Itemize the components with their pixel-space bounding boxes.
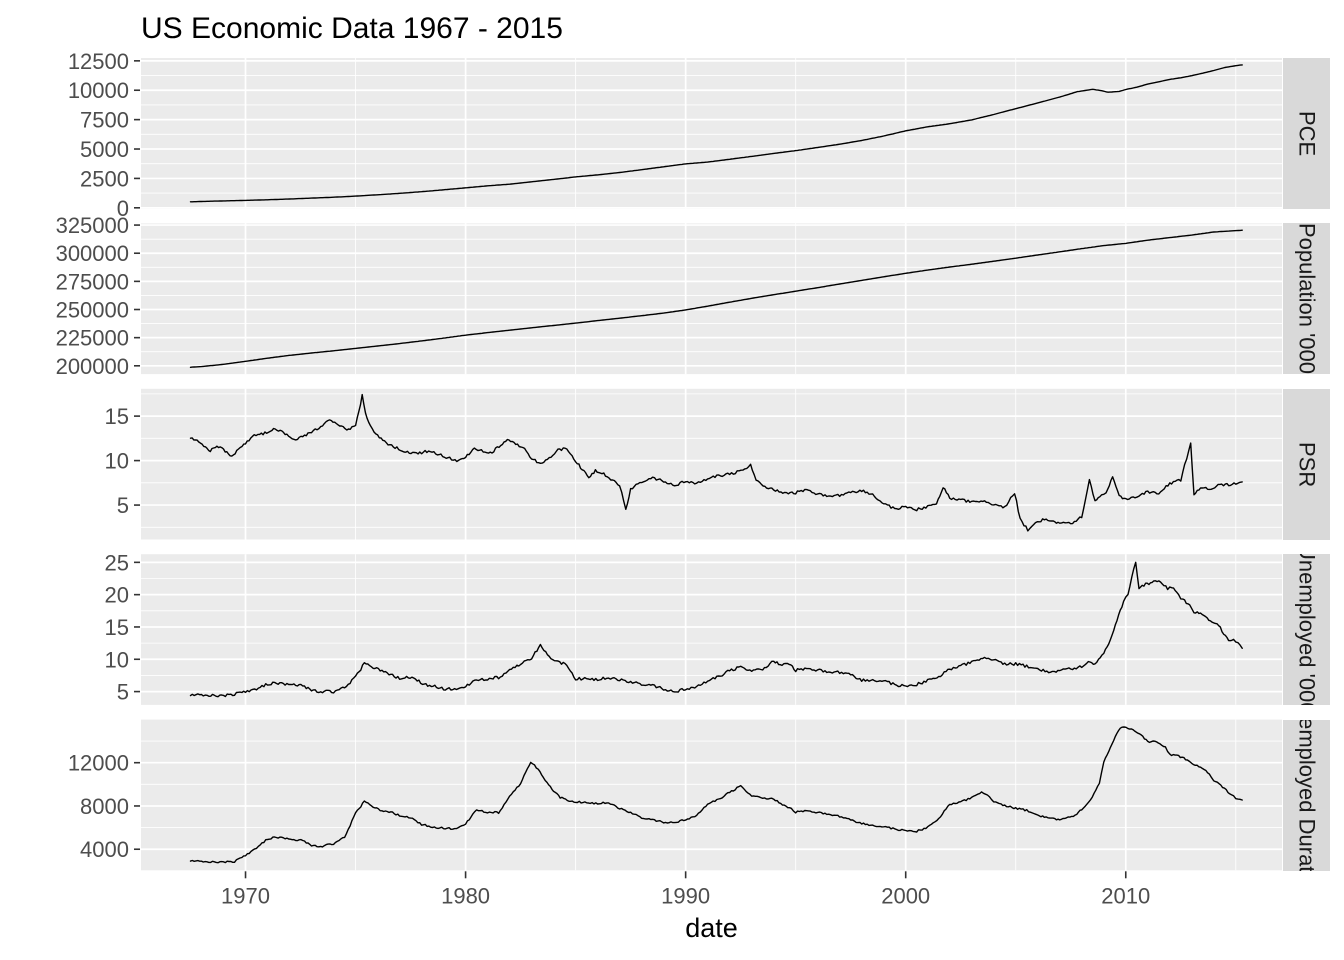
y-tick-label: 20 (105, 583, 129, 608)
y-tick-label: 2500 (80, 166, 129, 191)
x-tick-label: 2010 (1101, 883, 1150, 908)
y-tick-label: 25 (105, 550, 129, 575)
facet-strip-label: Unemployed Duration (1294, 720, 1320, 871)
series-line-1 (189, 229, 1243, 368)
series-line-2 (189, 393, 1243, 532)
y-tick-label: 200000 (56, 354, 129, 379)
panel-bg (141, 388, 1282, 540)
series-line-0 (189, 64, 1243, 203)
y-tick-label: 325000 (56, 213, 129, 238)
facet-strip-label: Unemployed '000 (1294, 554, 1320, 705)
facet-strip-pce: PCE (1283, 58, 1330, 209)
facet-strip-unemployed: Unemployed '000 (1283, 554, 1330, 705)
y-tick-label: 5 (117, 493, 129, 518)
y-tick-label: 12500 (68, 49, 129, 74)
facet-strip-label: PSR (1294, 441, 1320, 488)
y-tick-label: 10 (105, 647, 129, 672)
x-tick-label: 2000 (881, 883, 930, 908)
y-tick-label: 300000 (56, 241, 129, 266)
panel-bg (141, 554, 1282, 705)
y-tick-label: 12000 (68, 751, 129, 776)
y-tick-label: 225000 (56, 326, 129, 351)
y-tick-label: 10 (105, 449, 129, 474)
y-tick-label: 7500 (80, 108, 129, 133)
x-tick-label: 1970 (221, 883, 270, 908)
series-line-4 (189, 726, 1243, 864)
facet-strip-population: Population '000 (1283, 223, 1330, 374)
x-tick-label: 1990 (661, 883, 710, 908)
facet-strip-label: Population '000 (1294, 223, 1320, 374)
x-axis-title: date (685, 913, 738, 943)
facet-strip-psr: PSR (1283, 389, 1330, 540)
panel-bg (141, 223, 1282, 375)
y-tick-label: 5 (117, 680, 129, 705)
facet-strip-label: PCE (1294, 110, 1320, 157)
plot-title: US Economic Data 1967 - 2015 (141, 12, 563, 45)
y-tick-label: 8000 (80, 794, 129, 819)
panel-bg (141, 719, 1282, 871)
x-tick-label: 1980 (441, 883, 490, 908)
facet-strip-unemployed-duration: Unemployed Duration (1283, 720, 1330, 871)
y-tick-label: 15 (105, 615, 129, 640)
series-line-3 (189, 561, 1243, 698)
y-tick-label: 4000 (80, 837, 129, 862)
y-tick-label: 10000 (68, 78, 129, 103)
y-tick-label: 250000 (56, 298, 129, 323)
y-tick-label: 15 (105, 404, 129, 429)
y-tick-label: 275000 (56, 269, 129, 294)
y-tick-label: 0 (117, 196, 129, 221)
y-tick-label: 5000 (80, 137, 129, 162)
panel-bg (141, 58, 1282, 209)
